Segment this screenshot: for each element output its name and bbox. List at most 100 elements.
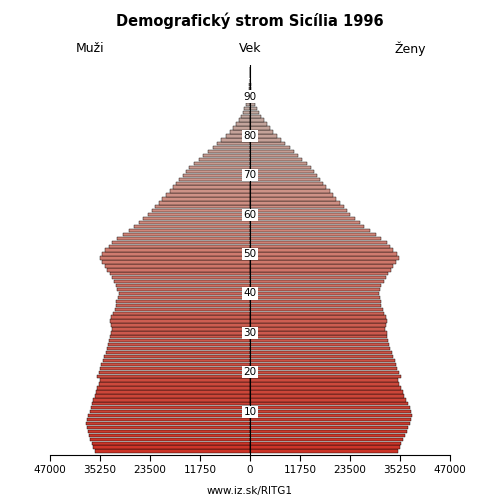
Bar: [194, 162, 250, 165]
Bar: [250, 268, 391, 272]
Bar: [250, 225, 364, 228]
Bar: [162, 198, 250, 200]
Bar: [89, 434, 250, 437]
Bar: [250, 300, 381, 303]
Bar: [118, 292, 250, 295]
Bar: [250, 118, 264, 122]
Bar: [250, 304, 382, 307]
Bar: [114, 308, 250, 311]
Bar: [92, 402, 250, 406]
Bar: [222, 138, 250, 141]
Bar: [236, 122, 250, 126]
Bar: [250, 146, 290, 150]
Bar: [250, 190, 330, 192]
Bar: [250, 362, 396, 366]
Bar: [250, 248, 394, 252]
Bar: [250, 102, 255, 106]
Bar: [112, 324, 250, 326]
Bar: [250, 91, 252, 94]
Bar: [250, 213, 350, 216]
Bar: [250, 229, 370, 232]
Bar: [97, 374, 250, 378]
Bar: [189, 166, 250, 169]
Bar: [250, 406, 410, 409]
Bar: [116, 300, 250, 303]
Bar: [100, 366, 250, 370]
Bar: [176, 182, 250, 185]
Bar: [158, 201, 250, 204]
Bar: [250, 442, 402, 445]
Bar: [173, 186, 250, 189]
Bar: [250, 87, 251, 90]
Bar: [102, 252, 250, 256]
Bar: [250, 201, 340, 204]
Bar: [250, 450, 398, 452]
Text: Ženy: Ženy: [394, 41, 426, 56]
Bar: [250, 382, 400, 386]
Bar: [250, 316, 386, 319]
Bar: [198, 158, 250, 161]
Bar: [250, 410, 411, 414]
Bar: [250, 154, 298, 158]
Bar: [112, 276, 250, 280]
Bar: [100, 256, 250, 260]
Bar: [250, 426, 408, 429]
Bar: [226, 134, 250, 138]
Bar: [250, 394, 404, 398]
Bar: [128, 229, 250, 232]
Bar: [92, 442, 250, 445]
Bar: [107, 347, 250, 350]
Text: 50: 50: [244, 249, 256, 259]
Bar: [116, 284, 250, 288]
Bar: [250, 130, 273, 134]
Bar: [250, 264, 394, 268]
Bar: [250, 256, 399, 260]
Bar: [249, 87, 250, 90]
Bar: [250, 260, 396, 264]
Bar: [110, 335, 250, 338]
Bar: [250, 178, 320, 181]
Bar: [113, 312, 250, 315]
Bar: [104, 355, 250, 358]
Bar: [112, 328, 250, 330]
Bar: [250, 418, 411, 421]
Bar: [123, 232, 250, 236]
Bar: [250, 312, 384, 315]
Bar: [246, 102, 250, 106]
Bar: [250, 114, 261, 118]
Bar: [250, 324, 386, 326]
Bar: [250, 170, 314, 173]
Bar: [250, 296, 380, 299]
Bar: [250, 284, 382, 288]
Bar: [108, 268, 250, 272]
Bar: [117, 236, 250, 240]
Bar: [248, 91, 250, 94]
Bar: [250, 150, 294, 154]
Bar: [250, 355, 393, 358]
Bar: [250, 378, 398, 382]
Bar: [96, 390, 250, 394]
Bar: [97, 386, 250, 390]
Bar: [250, 422, 410, 425]
Bar: [90, 438, 250, 441]
Bar: [238, 118, 250, 122]
Text: www.iz.sk/RITG1: www.iz.sk/RITG1: [207, 486, 293, 496]
Bar: [94, 398, 250, 402]
Bar: [244, 106, 250, 110]
Bar: [250, 244, 390, 248]
Text: Vek: Vek: [239, 42, 261, 56]
Bar: [88, 414, 250, 418]
Bar: [91, 406, 250, 409]
Bar: [87, 418, 250, 421]
Bar: [102, 260, 250, 264]
Bar: [170, 190, 250, 192]
Bar: [250, 174, 317, 177]
Bar: [117, 288, 250, 291]
Bar: [250, 252, 397, 256]
Bar: [250, 402, 408, 406]
Bar: [203, 154, 250, 158]
Bar: [250, 374, 400, 378]
Bar: [114, 280, 250, 283]
Text: 60: 60: [244, 210, 256, 220]
Bar: [250, 209, 347, 212]
